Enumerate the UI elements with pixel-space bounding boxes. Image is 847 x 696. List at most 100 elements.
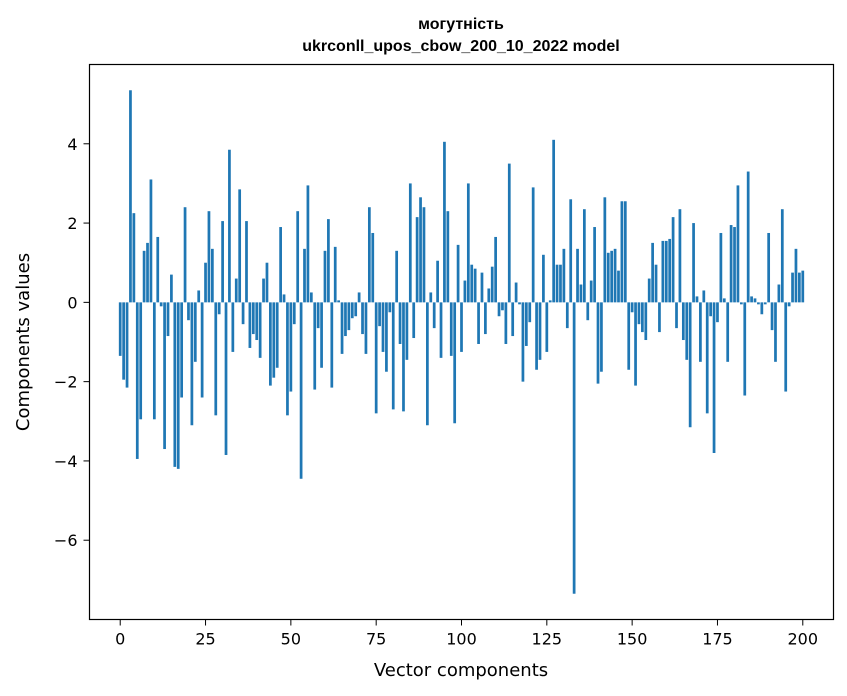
bar (538, 302, 542, 360)
bar (173, 302, 177, 467)
bar (210, 248, 214, 303)
bar (586, 302, 590, 321)
bar (303, 248, 306, 303)
bar (702, 290, 706, 303)
bar (231, 302, 235, 352)
bar (299, 302, 303, 479)
bar (600, 302, 603, 372)
bar (637, 302, 641, 325)
bar (531, 187, 535, 303)
bar (497, 302, 501, 317)
bar (204, 262, 207, 303)
bar (719, 232, 723, 303)
bar (139, 302, 143, 420)
bar (559, 264, 562, 303)
bar (606, 252, 610, 303)
bar (460, 302, 463, 352)
bar (722, 298, 726, 303)
bar (306, 185, 310, 303)
bar (524, 302, 528, 346)
bar (695, 296, 699, 303)
bar (688, 302, 692, 428)
x-tick-label: 75 (366, 630, 386, 649)
bar (545, 302, 549, 352)
bar (333, 246, 337, 303)
bar (511, 302, 515, 337)
bar (480, 272, 484, 303)
bar (129, 90, 132, 303)
y-tick-label: 2 (67, 214, 77, 233)
bar (354, 302, 358, 317)
x-tick-label: 0 (115, 630, 125, 649)
bar (320, 302, 323, 368)
bar (767, 232, 771, 303)
bar (798, 272, 801, 303)
bar (228, 149, 231, 303)
bar (200, 302, 204, 398)
bar (627, 302, 631, 370)
bar (207, 211, 211, 303)
bar (142, 250, 146, 303)
bar (757, 302, 760, 305)
x-axis-label: Vector components (374, 660, 548, 681)
bar (176, 302, 180, 469)
bar (432, 302, 436, 329)
bar (542, 254, 545, 303)
bar (422, 207, 426, 303)
x-tick-label: 175 (702, 630, 733, 649)
bar (245, 221, 248, 303)
chart-subtitle: ukrconll_upos_cbow_200_10_2022 model (302, 38, 619, 55)
bar (593, 227, 596, 303)
bar (589, 280, 593, 303)
bar (582, 209, 586, 303)
bar (371, 232, 375, 303)
bar (248, 302, 252, 348)
bar (504, 302, 508, 344)
bar (381, 302, 385, 352)
bar (634, 302, 637, 386)
bar (784, 302, 788, 392)
bar (746, 171, 750, 303)
bar (163, 302, 166, 450)
bar (791, 272, 794, 303)
bar (439, 302, 443, 358)
bar (699, 302, 702, 362)
x-tick-label: 125 (532, 630, 563, 649)
bar (658, 302, 661, 333)
bar (340, 302, 344, 354)
bar (794, 248, 798, 303)
bar (501, 302, 504, 311)
bar (159, 302, 163, 307)
bar (412, 302, 416, 339)
y-tick-label: 0 (67, 293, 77, 312)
bar (456, 244, 460, 303)
bar (378, 302, 381, 327)
bar (183, 207, 187, 303)
x-tick-label: 25 (195, 630, 215, 649)
bar (449, 302, 453, 356)
bar (282, 294, 286, 303)
bar (122, 302, 125, 380)
bar (565, 302, 569, 329)
bar (426, 302, 429, 426)
bar (729, 225, 733, 303)
x-axis-ticks: 0 25 50 75 100 125 150 175 200 (115, 619, 818, 649)
bar (760, 302, 764, 315)
bar (490, 266, 494, 303)
bar (446, 211, 450, 303)
bar (118, 302, 122, 356)
bar (385, 302, 388, 372)
bar (678, 209, 682, 303)
bar (238, 189, 242, 303)
bar (603, 197, 607, 303)
bar (770, 302, 774, 331)
bar (258, 302, 262, 358)
bar (221, 221, 224, 303)
bar (712, 302, 716, 453)
bar (149, 179, 153, 303)
bar (733, 227, 736, 303)
bar (395, 250, 399, 303)
bar (402, 302, 405, 412)
x-tick-label: 50 (281, 630, 301, 649)
bar (408, 183, 412, 303)
